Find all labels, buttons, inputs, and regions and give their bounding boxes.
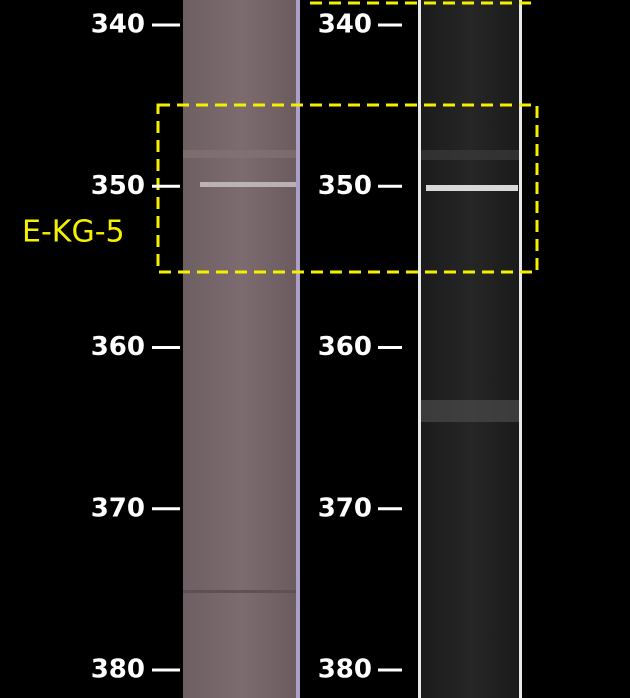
depth-label: 360: [91, 332, 145, 362]
depth-label: 350: [91, 171, 145, 201]
depth-label: 360: [318, 332, 372, 362]
depth-scale: 340 340 350 350 360 360 370 370 380 380: [91, 10, 402, 685]
interval-box: [156, 103, 539, 274]
core-band: [421, 150, 519, 160]
core-band: [426, 185, 518, 191]
depth-label: 370: [91, 493, 145, 523]
depth-label: 370: [318, 493, 372, 523]
core-photo: [183, 0, 300, 698]
core-band: [421, 400, 519, 422]
depth-label: 380: [91, 655, 145, 685]
depth-label: 380: [318, 655, 372, 685]
depth-label: 340: [91, 10, 145, 40]
core-band: [200, 182, 296, 187]
core-image: [420, 0, 522, 698]
core-edge: [296, 0, 300, 698]
core-edge: [519, 0, 522, 698]
core-band: [183, 150, 296, 158]
depth-label: 350: [318, 171, 372, 201]
core-edge: [418, 0, 421, 698]
core-band: [183, 590, 296, 593]
interval-label: E-KG-5: [22, 215, 125, 250]
depth-label: 340: [318, 10, 372, 40]
